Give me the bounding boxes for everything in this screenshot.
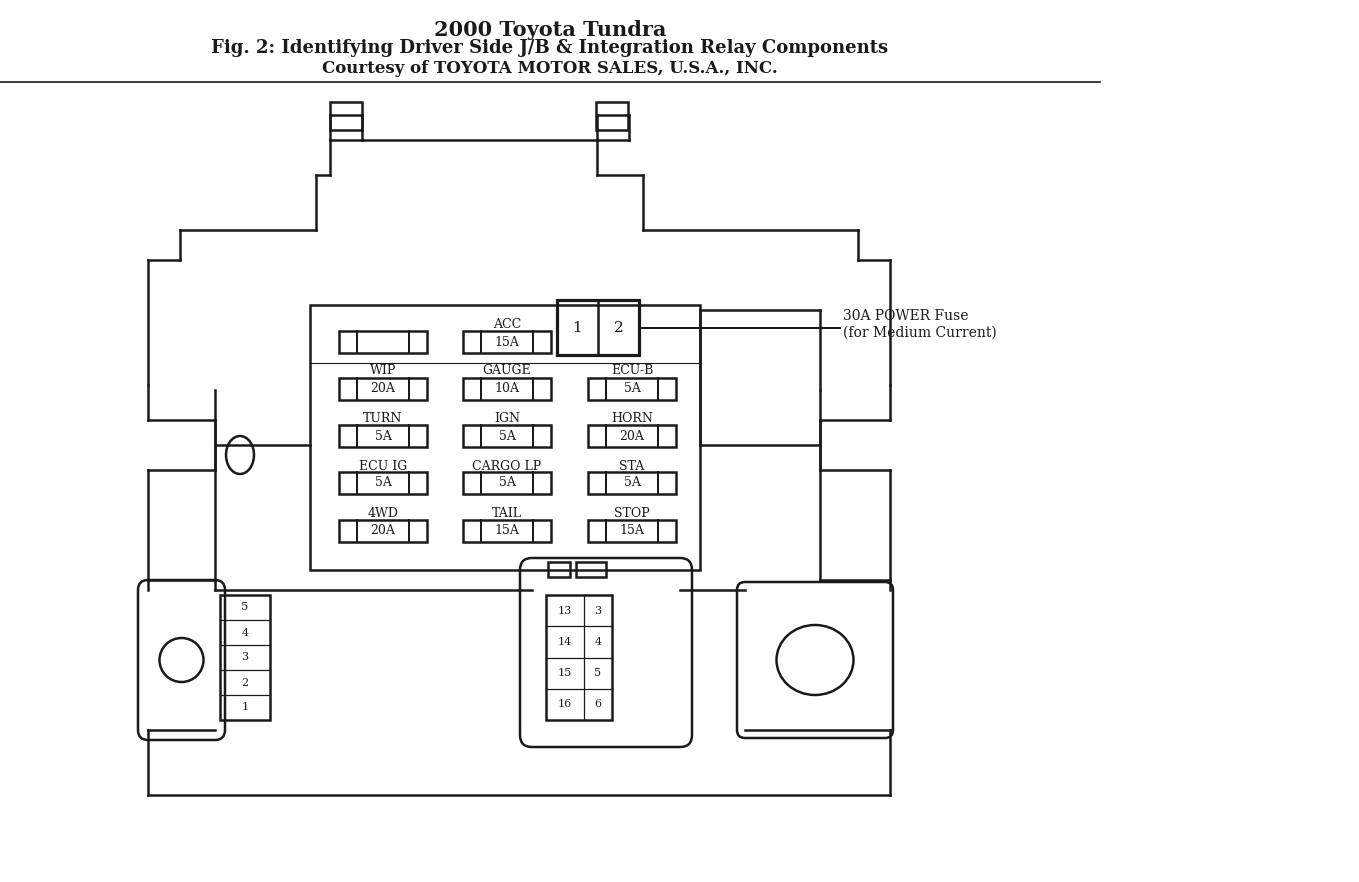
Bar	[588, 520, 675, 542]
Text: 15: 15	[559, 669, 572, 678]
Text: 20A: 20A	[371, 525, 395, 537]
Bar	[463, 331, 550, 353]
Text: 5A: 5A	[624, 476, 640, 490]
Text: TAIL: TAIL	[492, 507, 522, 520]
Bar	[588, 378, 675, 400]
Text: 5A: 5A	[375, 430, 391, 443]
Text: 2: 2	[242, 677, 249, 687]
Bar	[338, 472, 427, 494]
Bar	[463, 520, 550, 542]
Text: ACC: ACC	[493, 318, 520, 331]
Text: TURN: TURN	[363, 412, 402, 425]
Text: Courtesy of TOYOTA MOTOR SALES, U.S.A., INC.: Courtesy of TOYOTA MOTOR SALES, U.S.A., …	[322, 60, 777, 77]
Text: 5: 5	[242, 602, 249, 612]
Text: 2: 2	[614, 320, 624, 334]
Text: 5A: 5A	[375, 476, 391, 490]
Bar	[463, 472, 550, 494]
Bar	[338, 331, 427, 353]
Text: CARGO LP: CARGO LP	[473, 460, 542, 473]
Text: 1: 1	[572, 320, 583, 334]
Text: 14: 14	[559, 637, 572, 647]
Text: HORN: HORN	[612, 412, 652, 425]
Text: 3: 3	[594, 606, 602, 616]
Text: STA: STA	[620, 460, 644, 473]
Bar	[548, 562, 569, 577]
Text: 30A POWER Fuse
(for Medium Current): 30A POWER Fuse (for Medium Current)	[843, 310, 996, 340]
Text: 5A: 5A	[499, 430, 515, 443]
Text: 20A: 20A	[620, 430, 644, 443]
Bar	[463, 425, 550, 447]
Text: 6: 6	[594, 699, 602, 709]
Text: WIP: WIP	[370, 364, 397, 377]
Bar	[546, 595, 612, 720]
Text: 15A: 15A	[620, 525, 644, 537]
Bar	[557, 300, 639, 355]
Text: 4WD: 4WD	[367, 507, 398, 520]
Bar	[338, 425, 427, 447]
Text: 15A: 15A	[495, 525, 519, 537]
Bar	[588, 425, 675, 447]
Text: 10A: 10A	[495, 383, 519, 395]
Text: GAUGE: GAUGE	[482, 364, 531, 377]
Text: ECU IG: ECU IG	[359, 460, 408, 473]
Bar	[338, 378, 427, 400]
Bar	[597, 102, 628, 130]
Bar	[330, 102, 361, 130]
Text: 5A: 5A	[624, 383, 640, 395]
Text: 20A: 20A	[371, 383, 395, 395]
Text: STOP: STOP	[614, 507, 650, 520]
Bar	[338, 520, 427, 542]
Text: 4: 4	[594, 637, 602, 647]
Text: 5: 5	[594, 669, 602, 678]
Bar	[220, 595, 270, 720]
Bar	[463, 378, 550, 400]
Text: 3: 3	[242, 653, 249, 662]
Text: 13: 13	[559, 606, 572, 616]
Text: 16: 16	[559, 699, 572, 709]
Text: Fig. 2: Identifying Driver Side J/B & Integration Relay Components: Fig. 2: Identifying Driver Side J/B & In…	[212, 39, 889, 57]
Text: 5A: 5A	[499, 476, 515, 490]
Text: ECU-B: ECU-B	[610, 364, 654, 377]
Text: 1: 1	[242, 702, 249, 713]
Bar	[576, 562, 606, 577]
Text: 15A: 15A	[495, 335, 519, 348]
Bar	[310, 305, 700, 570]
Text: 4: 4	[242, 627, 249, 638]
Text: IGN: IGN	[495, 412, 520, 425]
Bar	[588, 472, 675, 494]
Text: 2000 Toyota Tundra: 2000 Toyota Tundra	[434, 20, 666, 40]
